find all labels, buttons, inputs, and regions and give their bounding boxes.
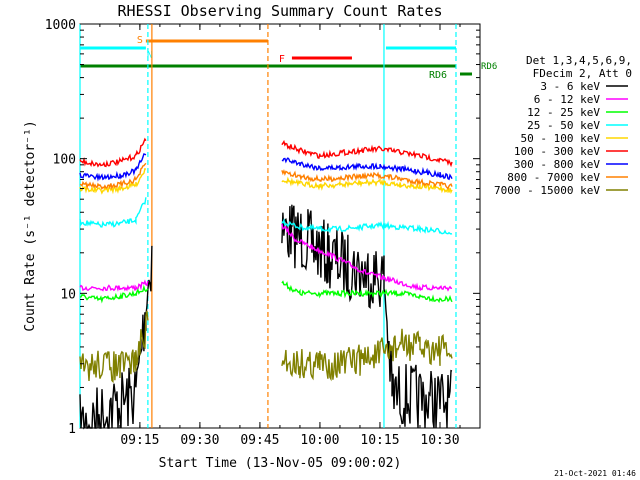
flag-bars: SN F RD6 RD6 xyxy=(80,35,497,81)
y-axis: 1 10 100 1000 xyxy=(45,18,480,437)
x-tick-label: 09:30 xyxy=(180,433,219,448)
legend-label: 100 - 300 keV xyxy=(514,145,600,158)
series-line xyxy=(79,204,453,430)
legend-label: 25 - 50 keV xyxy=(527,119,600,132)
legend-label: 800 - 7000 keV xyxy=(507,171,600,184)
x-tick-label: 10:30 xyxy=(420,433,459,448)
series-line xyxy=(79,310,453,384)
y-tick-label: 10 xyxy=(60,287,76,302)
chart-title: RHESSI Observing Summary Count Rates xyxy=(117,2,442,20)
x-axis: 09:15 09:30 09:45 10:00 10:15 10:30 xyxy=(99,24,461,448)
y-tick-label: 100 xyxy=(53,153,76,168)
flag-label: N xyxy=(147,50,153,61)
y-tick-label: 1 xyxy=(68,422,76,437)
series-line xyxy=(79,280,453,304)
legend-label: 7000 - 15000 keV xyxy=(494,184,600,197)
series-line xyxy=(79,168,453,195)
y-tick-label: 1000 xyxy=(45,18,76,33)
y-axis-label: Count Rate (s⁻¹ detector⁻¹) xyxy=(23,120,38,331)
flag-label: F xyxy=(279,54,285,65)
series-layer xyxy=(79,137,453,430)
legend-header: FDecim 2, Att 0 xyxy=(533,67,632,80)
series-line xyxy=(79,162,453,190)
legend-label: 12 - 25 keV xyxy=(527,106,600,119)
legend-header: Det 1,3,4,5,6,9, xyxy=(526,54,632,67)
x-tick-label: 10:00 xyxy=(300,433,339,448)
flag-label: RD6 xyxy=(481,62,497,72)
series-line xyxy=(79,223,453,292)
flag-label: S xyxy=(137,35,143,46)
x-axis-label: Start Time (13-Nov-05 09:00:02) xyxy=(159,456,402,471)
legend-label: 6 - 12 keV xyxy=(534,93,601,106)
series-line xyxy=(79,137,453,168)
x-tick-label: 09:45 xyxy=(240,433,279,448)
x-tick-label: 09:15 xyxy=(120,433,159,448)
flag-label: RD6 xyxy=(429,70,447,81)
legend: Det 1,3,4,5,6,9,FDecim 2, Att 03 - 6 keV… xyxy=(494,54,632,197)
legend-label: 50 - 100 keV xyxy=(521,132,601,145)
x-tick-label: 10:15 xyxy=(360,433,399,448)
footer-timestamp: 21-Oct-2021 01:46 xyxy=(554,469,636,478)
legend-label: 3 - 6 keV xyxy=(540,80,600,93)
series-line xyxy=(79,197,453,235)
legend-label: 300 - 800 keV xyxy=(514,158,600,171)
series-line xyxy=(79,153,453,182)
